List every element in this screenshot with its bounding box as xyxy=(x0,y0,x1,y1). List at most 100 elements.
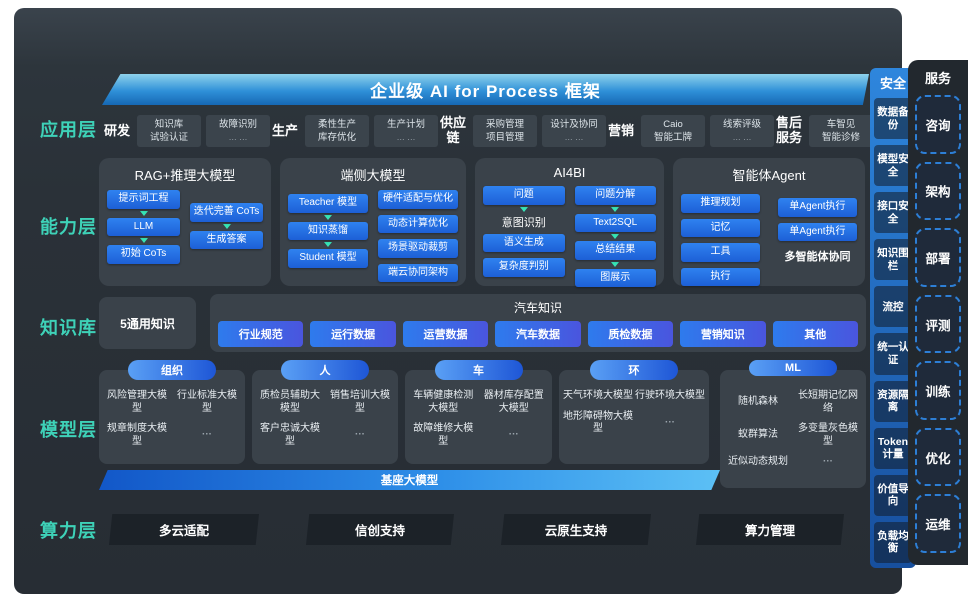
compute-box-cloudnative: 云原生支持 xyxy=(501,514,651,545)
flow-step: 单Agent执行 xyxy=(778,198,857,217)
model-item: 器材库存配置大模型 xyxy=(483,390,544,414)
model-grid: 天气环境大模型 行驶环境大模型 地形障碍物大模型 ··· xyxy=(563,390,705,436)
arrow-down-icon xyxy=(611,261,620,267)
app-scenario-line: 项目管理 xyxy=(485,132,524,143)
knowledge-pill: 行业规范 xyxy=(218,321,304,347)
general-knowledge-card: 5通用知识 xyxy=(99,297,196,349)
multi-agent-label: 多智能体协同 xyxy=(784,251,851,263)
flow-step: 问题分解 xyxy=(574,186,656,205)
model-item: 行业标准大模型 xyxy=(177,390,237,414)
flow-columns: Teacher 模型 知识蒸馏 Student 模型 硬件适配与优化 动态计算优… xyxy=(288,190,458,282)
model-item-more: ··· xyxy=(823,456,833,467)
service-item: 部署 xyxy=(915,228,961,287)
layer-label-compute: 算力层 xyxy=(40,521,97,541)
capability-card-ai4bi: AI4BI 问题 意图识别 语义生成 复杂度判别 问题分解 Text2SQL xyxy=(475,158,664,287)
app-scenario-line: 车智见 xyxy=(826,118,856,130)
app-scenario-line: 智能诊修 xyxy=(821,132,860,143)
app-scenario-line: 设计及协同 xyxy=(550,118,598,130)
model-grid: 质检员辅助大模型 销售培训大模型 客户忠诚大模型 ··· xyxy=(256,390,394,448)
security-item: 知识围栏 xyxy=(874,239,912,281)
compute-box-xinchuang: 信创支持 xyxy=(306,514,454,545)
capability-card-edge: 端侧大模型 Teacher 模型 知识蒸馏 Student 模型 硬件适配与优化… xyxy=(280,158,466,286)
model-item: 故障维修大模型 xyxy=(413,423,474,447)
layer-label-capability: 能力层 xyxy=(40,217,97,237)
compute-box-multicloud: 多云适配 xyxy=(109,514,259,545)
security-item: 流控 xyxy=(874,286,912,328)
flow-column-right: 迭代完善 CoTs 生成答案 xyxy=(190,203,263,264)
flow-step: 知识蒸馏 xyxy=(288,221,368,240)
app-scenario-box: 生产计划 ... ... xyxy=(374,114,438,148)
foundation-model-bar: 基座大模型 xyxy=(99,470,720,490)
security-item: Token计量 xyxy=(874,427,912,469)
flow-column-right: 单Agent执行 单Agent执行 多智能体协同 xyxy=(778,198,857,286)
arrow-down-icon xyxy=(139,238,148,243)
flow-step: 执行 xyxy=(681,267,760,286)
auto-knowledge-title: 汽车知识 xyxy=(513,301,562,315)
flow-step: 推理规划 xyxy=(681,194,760,213)
model-card-pill: ML xyxy=(749,360,837,376)
layer-label-application: 应用层 xyxy=(40,120,97,140)
app-group-marketing: 营销 Caio 智能工牌 线索评级 ... ... xyxy=(606,114,774,148)
model-item: 规章制度大模型 xyxy=(107,423,167,447)
flow-step: 问题 xyxy=(483,186,565,205)
model-item-more: ··· xyxy=(508,429,519,441)
capability-card-agent: 智能体Agent 推理规划 记忆 工具 执行 单Agent执行 单Agent执行… xyxy=(673,158,865,286)
app-scenario-box: 采购管理 项目管理 xyxy=(473,114,537,148)
card-title: AI4BI xyxy=(553,165,586,180)
flow-step: Student 模型 xyxy=(288,249,368,268)
flow-step: 场景驱动裁剪 xyxy=(378,239,458,258)
flow-step: 单Agent执行 xyxy=(778,222,857,241)
app-scenario-box: 柔性生产 库存优化 xyxy=(305,114,369,148)
flow-step: 初始 CoTs xyxy=(107,245,180,264)
service-item: 评测 xyxy=(915,294,961,354)
arrow-down-icon xyxy=(324,242,332,247)
app-scenario-line: 采购管理 xyxy=(485,118,524,130)
flow-columns: 推理规划 记忆 工具 执行 单Agent执行 单Agent执行 多智能体协同 xyxy=(681,190,857,286)
model-item: 天气环境大模型 xyxy=(563,390,633,401)
main-panel: 企业级 AI for Process 框架 应用层 能力层 知识库 模型层 算力… xyxy=(14,8,942,594)
app-scenario-box: 知识库 试验认证 xyxy=(137,114,201,148)
security-item: 数据备份 xyxy=(874,98,912,140)
knowledge-pill: 质检数据 xyxy=(587,321,674,347)
model-item: 质检员辅助大模型 xyxy=(260,390,320,414)
card-title: 智能体Agent xyxy=(732,168,806,183)
security-item: 模型安全 xyxy=(874,145,912,187)
card-title: 端侧大模型 xyxy=(340,168,406,183)
model-card-organization: 组织 风险管理大模型 行业标准大模型 规章制度大模型 ··· xyxy=(99,360,245,464)
model-item-more: ··· xyxy=(355,429,365,441)
knowledge-pill: 汽车数据 xyxy=(495,321,581,347)
model-card-people: 人 质检员辅助大模型 销售培训大模型 客户忠诚大模型 ··· xyxy=(252,360,398,464)
knowledge-pill-row: 行业规范 运行数据 运营数据 汽车数据 质检数据 营销知识 其他 xyxy=(218,321,858,347)
app-group-production: 生产 柔性生产 库存优化 生产计划 ... ... xyxy=(270,114,438,148)
service-item: 咨询 xyxy=(915,95,961,154)
flow-step: 硬件适配与优化 xyxy=(378,190,458,209)
flow-step: 语义生成 xyxy=(483,233,565,252)
application-layer-row: 研发 知识库 试验认证 故障识别 ... ... 生产 柔性生产 库存优化 生产… xyxy=(102,108,942,154)
capability-card-rag: RAG+推理大模型 提示词工程 LLM 初始 CoTs 迭代完善 CoTs 生成… xyxy=(99,158,271,286)
model-item: 地形障碍物大模型 xyxy=(563,410,633,435)
arrow-down-icon xyxy=(222,223,231,229)
app-scenario-line: 库存优化 xyxy=(317,132,356,143)
app-scenario-line: 线索评级 xyxy=(722,118,761,130)
model-grid: 随机森林 长短期记忆网络 蚁群算法 多变量灰色模型 近似动态规划 ··· xyxy=(724,390,862,469)
page-title: 企业级 AI for Process 框架 xyxy=(370,82,601,101)
security-item: 价值导向 xyxy=(874,474,912,516)
app-scenario-line: 试验认证 xyxy=(149,132,188,143)
service-item: 架构 xyxy=(915,161,961,221)
model-item: 车辆健康检测大模型 xyxy=(413,390,474,414)
model-card-ml: ML 随机森林 长短期记忆网络 蚁群算法 多变量灰色模型 近似动态规划 ··· xyxy=(720,360,866,488)
flow-column-right: 问题分解 Text2SQL 总结结果 图展示 xyxy=(574,186,656,287)
app-group-name: 研发 xyxy=(103,122,130,138)
knowledge-pill: 其他 xyxy=(772,321,858,347)
app-scenario-box: 线索评级 ... ... xyxy=(710,114,774,148)
knowledge-pill: 营销知识 xyxy=(680,321,766,347)
security-item: 接口安全 xyxy=(874,192,912,234)
app-scenario-line: ... ... xyxy=(564,132,584,143)
model-card-pill: 车 xyxy=(434,360,523,380)
flow-step: 迭代完善 CoTs xyxy=(190,203,263,222)
arrow-down-icon xyxy=(611,206,620,212)
app-scenario-line: 故障识别 xyxy=(218,118,257,130)
flow-step: 记忆 xyxy=(681,218,760,237)
flow-step: 提示词工程 xyxy=(107,190,180,209)
